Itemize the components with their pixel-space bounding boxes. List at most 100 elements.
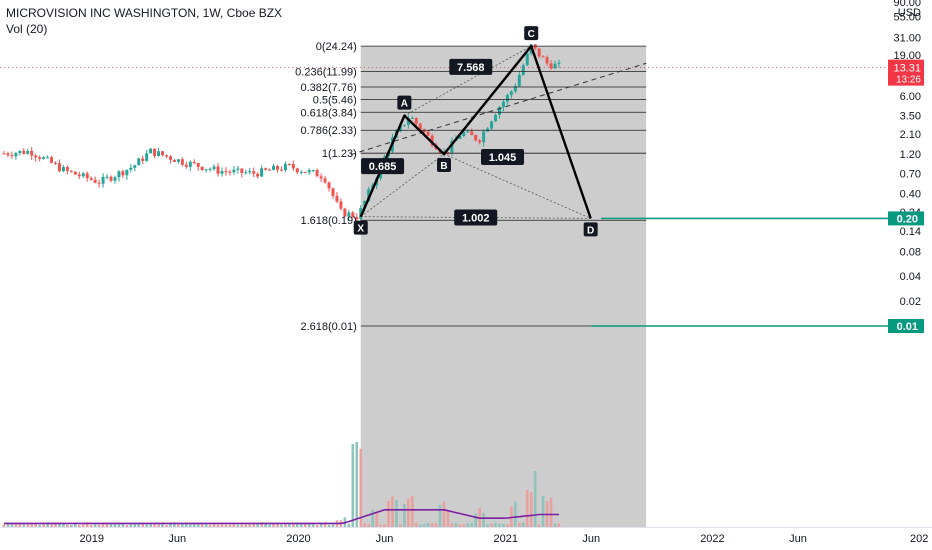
candle-body (65, 167, 69, 171)
candle-body (319, 176, 323, 179)
volume-bar (490, 523, 493, 527)
pattern-point-d[interactable]: D (583, 222, 598, 237)
candle-body (260, 168, 264, 177)
volume-bar (232, 523, 236, 527)
volume-bar (192, 522, 196, 527)
volume-bar (399, 524, 402, 527)
candle-body (367, 189, 371, 201)
time-tick: Jun (789, 533, 807, 545)
ratio-badge[interactable]: 1.002 (454, 209, 498, 226)
volume-bar (518, 522, 521, 527)
time-tick: 2022 (700, 533, 724, 545)
volume-bar (264, 523, 267, 527)
candle-body (553, 63, 557, 69)
candle-body (363, 200, 367, 209)
price-tick: 31.00 (893, 32, 921, 44)
volume-bar (34, 523, 37, 527)
ratio-badge[interactable]: 7.568 (449, 58, 493, 75)
candle-body (224, 171, 228, 173)
volume-bar (355, 442, 359, 527)
candle-body (517, 74, 521, 87)
level-tag[interactable] (888, 319, 924, 333)
candle-body (283, 164, 287, 171)
time-axis: 2019 Jun 2020 Jun 2021 Jun 2022 Jun 202 (0, 527, 932, 545)
volume-bar (244, 524, 248, 527)
volume-bar (204, 522, 208, 527)
candle-body (105, 176, 109, 178)
candle-body (50, 157, 54, 163)
volume-bar (252, 523, 256, 527)
volume-bar (331, 524, 335, 527)
volume-bar (426, 522, 430, 527)
candle-body (521, 65, 525, 75)
volume-bar (284, 523, 287, 527)
candle-body (192, 161, 196, 163)
pattern-point-a[interactable]: A (397, 95, 412, 110)
pattern-point-c[interactable]: C (524, 26, 539, 41)
price-axis-background (888, 0, 932, 550)
candle-body (398, 125, 402, 132)
pattern-point-b[interactable]: B (437, 158, 451, 173)
candle-body (61, 167, 65, 172)
volume-bar (66, 524, 69, 527)
volume-bar (62, 523, 65, 527)
candle-body (307, 170, 311, 173)
price-tick: 0.02 (900, 296, 921, 308)
candle-body (490, 121, 494, 129)
ratio-badge[interactable]: 1.045 (481, 149, 525, 166)
volume-bar (137, 522, 141, 527)
level-tag[interactable] (888, 211, 924, 226)
volume-bar (549, 497, 553, 527)
pattern-ratio-line (360, 153, 445, 217)
candle-body (149, 148, 153, 154)
point-badge-bg (353, 220, 368, 235)
fib-level-label: 0.618(3.84) (300, 107, 356, 119)
volume-bar (303, 523, 307, 527)
point-label: D (587, 225, 594, 236)
ratio-badge[interactable]: 0.685 (361, 158, 405, 175)
volume-bar (410, 495, 414, 527)
candle-body (513, 86, 517, 92)
volume-bar (26, 523, 30, 527)
candle-body (474, 135, 478, 141)
volume-bar (311, 523, 315, 527)
volume-bar (129, 524, 133, 527)
volume-bar (438, 504, 442, 527)
price-tick: 0.70 (900, 168, 921, 180)
candle-body (232, 169, 236, 173)
volume-bar (169, 524, 172, 527)
candle-body (446, 152, 450, 154)
fib-level-label: 0.5(5.46) (313, 95, 357, 107)
volume-bar (529, 492, 533, 527)
candle-body (498, 107, 501, 115)
last-price-tag[interactable] (888, 59, 924, 86)
volume-bar (454, 522, 458, 527)
price-tick: 1.20 (900, 149, 921, 161)
volume-bar (141, 522, 145, 527)
candle-body (153, 148, 157, 156)
volume-bar (173, 522, 176, 527)
trend-line[interactable] (350, 62, 647, 156)
candle-body (81, 173, 85, 177)
xabcd-pattern-line[interactable] (359, 44, 592, 219)
candle-body (240, 168, 244, 173)
pattern-point-x[interactable]: X (353, 220, 368, 235)
fib-level-label: 0(24.24) (316, 41, 357, 53)
volume-bar (458, 524, 462, 527)
candle-body (172, 159, 176, 162)
volume-bar (208, 524, 212, 527)
ratio-badge-bg (454, 209, 498, 226)
candle-body (422, 129, 426, 132)
volume-bar (121, 523, 125, 527)
volume-indicator-label: Vol (20) (6, 22, 48, 36)
candle-body (85, 173, 89, 179)
volume-bar (272, 523, 275, 527)
candle-body (414, 117, 418, 124)
volume-bar (557, 523, 561, 527)
point-badge-bg (397, 95, 412, 110)
candle-body (34, 155, 38, 158)
fib-level-label: 0.786(2.33) (300, 125, 356, 137)
candle-body (77, 174, 81, 177)
candle-body (537, 48, 541, 57)
